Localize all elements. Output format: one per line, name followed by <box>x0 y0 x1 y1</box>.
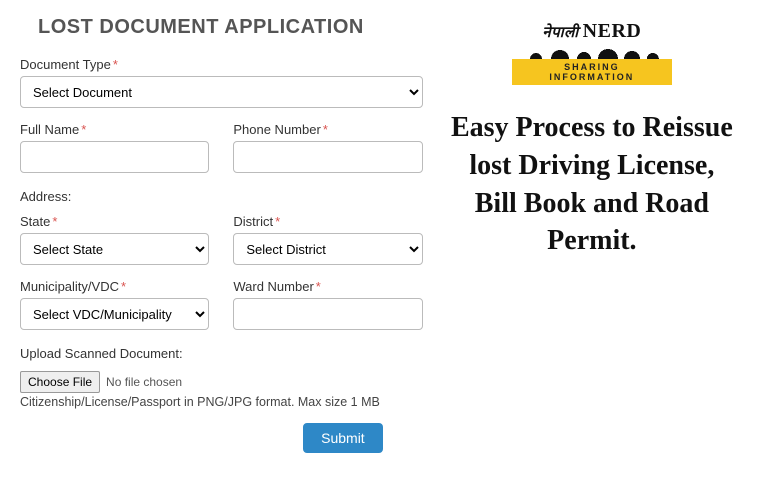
phone-label: Phone Number* <box>233 122 422 137</box>
required-mark: * <box>275 214 280 229</box>
phone-field: Phone Number* <box>233 122 422 173</box>
document-type-field: Document Type* Select Document <box>20 57 423 108</box>
file-hint: Citizenship/License/Passport in PNG/JPG … <box>20 395 423 409</box>
district-select[interactable]: Select District <box>233 233 422 265</box>
municipality-select[interactable]: Select VDC/Municipality <box>20 298 209 330</box>
upload-label: Upload Scanned Document: <box>20 346 423 361</box>
skyline-icon <box>512 41 672 59</box>
logo-text: नेपाली NERD <box>512 20 672 43</box>
choose-file-button[interactable]: Choose File <box>20 371 100 393</box>
document-type-label: Document Type* <box>20 57 423 72</box>
required-mark: * <box>113 57 118 72</box>
ward-label: Ward Number* <box>233 279 422 294</box>
state-label: State* <box>20 214 209 229</box>
logo-tagline: SHARING INFORMATION <box>512 59 672 85</box>
state-field: State* Select State <box>20 214 209 265</box>
logo: नेपाली NERD SHARING INFORMATION <box>512 20 672 85</box>
file-status: No file chosen <box>106 375 182 389</box>
required-mark: * <box>316 279 321 294</box>
district-label: District* <box>233 214 422 229</box>
municipality-field: Municipality/VDC* Select VDC/Municipalit… <box>20 279 209 330</box>
full-name-field: Full Name* <box>20 122 209 173</box>
document-type-select[interactable]: Select Document <box>20 76 423 108</box>
form-panel: LOST DOCUMENT APPLICATION Document Type*… <box>20 16 435 486</box>
full-name-label: Full Name* <box>20 122 209 137</box>
file-input-row: Choose File No file chosen <box>20 371 423 393</box>
phone-input[interactable] <box>233 141 422 173</box>
district-field: District* Select District <box>233 214 422 265</box>
promo-headline: Easy Process to Reissue lost Driving Lic… <box>443 109 741 260</box>
submit-button[interactable]: Submit <box>303 423 383 453</box>
ward-input[interactable] <box>233 298 422 330</box>
full-name-input[interactable] <box>20 141 209 173</box>
address-section-label: Address: <box>20 189 423 204</box>
required-mark: * <box>323 122 328 137</box>
municipality-label: Municipality/VDC* <box>20 279 209 294</box>
page-title: LOST DOCUMENT APPLICATION <box>38 16 423 39</box>
ward-field: Ward Number* <box>233 279 422 330</box>
required-mark: * <box>52 214 57 229</box>
promo-panel: नेपाली NERD SHARING INFORMATION Easy Pro… <box>435 16 749 486</box>
required-mark: * <box>81 122 86 137</box>
required-mark: * <box>121 279 126 294</box>
state-select[interactable]: Select State <box>20 233 209 265</box>
